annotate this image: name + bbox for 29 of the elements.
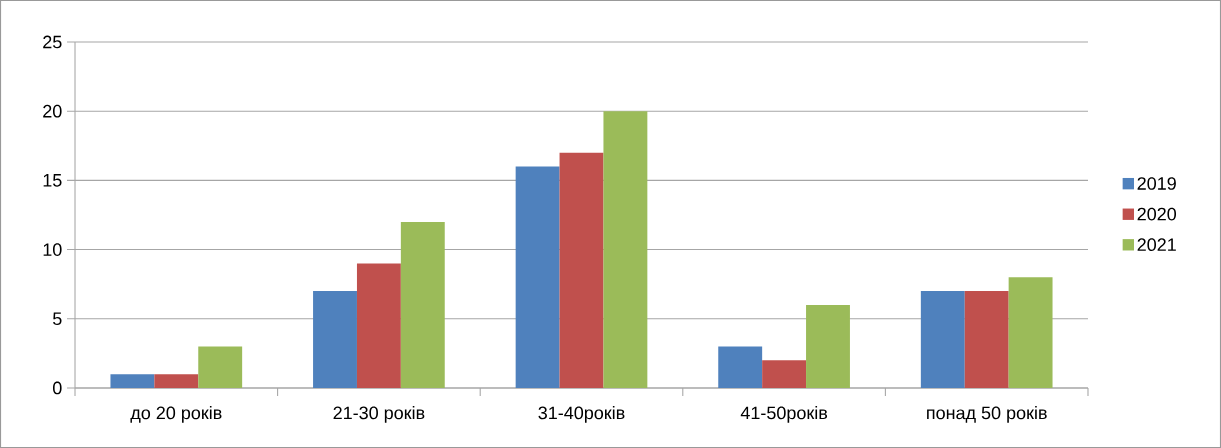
- bar: [198, 346, 243, 388]
- x-tick-label: 41-50років: [740, 406, 828, 423]
- bar: [762, 360, 807, 388]
- bar: [313, 291, 357, 388]
- legend-label: 2021: [1137, 238, 1176, 252]
- x-tick-label: 31-40років: [538, 406, 625, 423]
- bar: [806, 304, 850, 388]
- bar: [1008, 277, 1053, 388]
- x-tick-label: 21-30 років: [333, 406, 425, 423]
- x-tick-label: до 20 років: [130, 406, 222, 423]
- legend-label: 2019: [1137, 177, 1176, 190]
- bar: [515, 166, 560, 388]
- y-tick-label: 5: [53, 312, 62, 326]
- y-tick-label: 0: [53, 381, 62, 395]
- y-tick-label: 25: [43, 35, 62, 49]
- y-tick-label: 20: [43, 104, 62, 118]
- bar: [718, 346, 763, 388]
- bar: [603, 111, 648, 388]
- y-tick-label: 10: [43, 243, 62, 256]
- bar: [964, 291, 1009, 388]
- bar: [559, 152, 604, 388]
- bar: [356, 263, 401, 388]
- bar: [110, 374, 155, 388]
- legend-label: 2020: [1137, 207, 1177, 221]
- x-tick-label: понад 50 років: [927, 406, 1047, 423]
- bar: [400, 221, 445, 388]
- y-tick-label: 15: [43, 174, 62, 187]
- bar: [154, 374, 199, 388]
- bar: [920, 291, 965, 388]
